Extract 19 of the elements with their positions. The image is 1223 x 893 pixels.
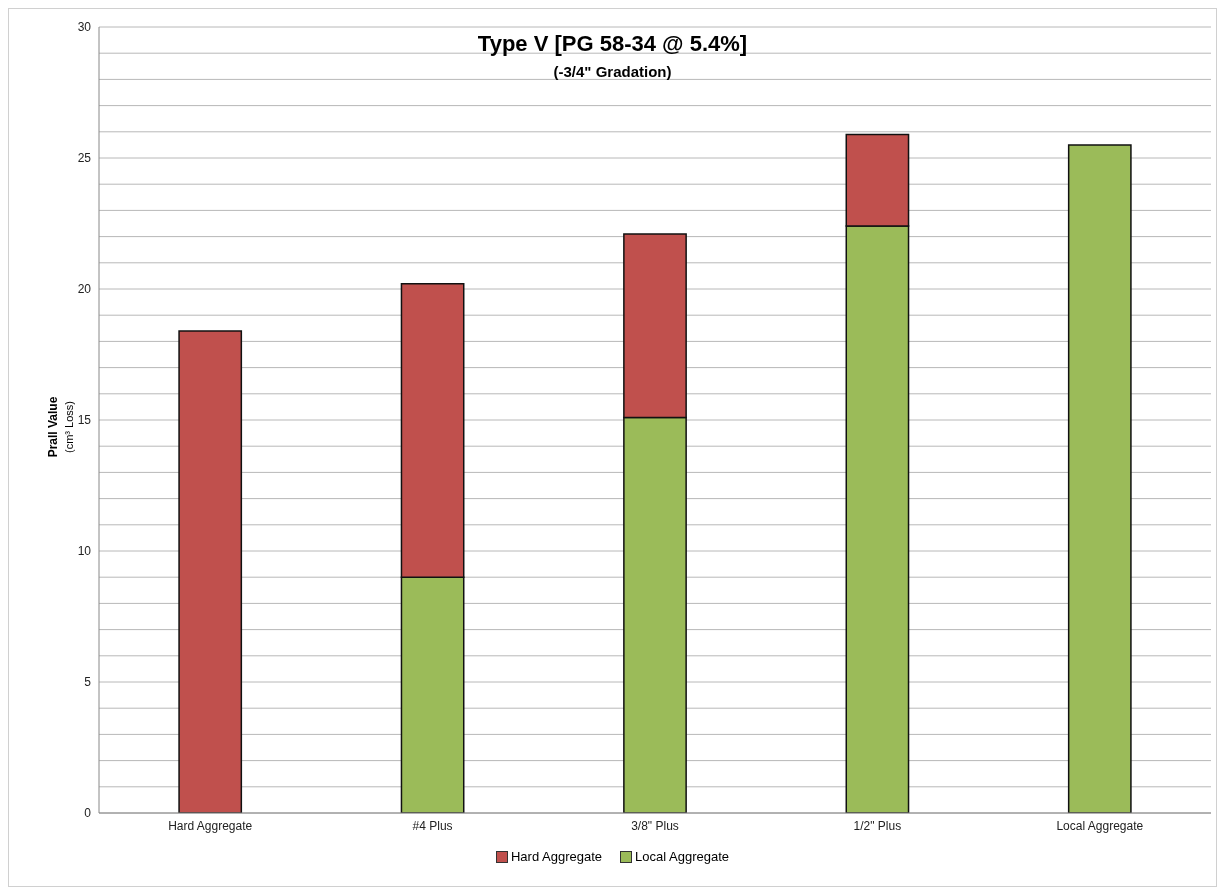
- bar: [178, 330, 243, 813]
- x-tick-label: Hard Aggregate: [168, 818, 253, 833]
- x-tick-label: Local Aggregate: [1056, 818, 1144, 833]
- x-tick-label: 3/8" Plus: [631, 818, 679, 833]
- y-axis-title: Prall Value (cm³ Loss): [46, 396, 75, 458]
- y-tick-label: 15: [77, 413, 92, 428]
- y-tick-label: 0: [84, 806, 92, 821]
- x-tick-label: #4 Plus: [412, 818, 453, 833]
- chart-title: Type V [PG 58-34 @ 5.4%]: [477, 31, 748, 56]
- y-tick-label: 10: [77, 544, 92, 559]
- y-tick-label: 30: [77, 20, 92, 35]
- legend-label: Hard Aggregate: [509, 849, 603, 864]
- y-tick-label: 20: [77, 282, 92, 297]
- text: (-3/4" Gradation): [552, 63, 673, 80]
- legend-label: Local Aggregate: [634, 849, 730, 864]
- y-tick-label: 25: [77, 151, 92, 166]
- y-tick-label: 5: [84, 675, 92, 690]
- x-tick-label: 1/2" Plus: [853, 818, 902, 833]
- bar: [1067, 144, 1132, 813]
